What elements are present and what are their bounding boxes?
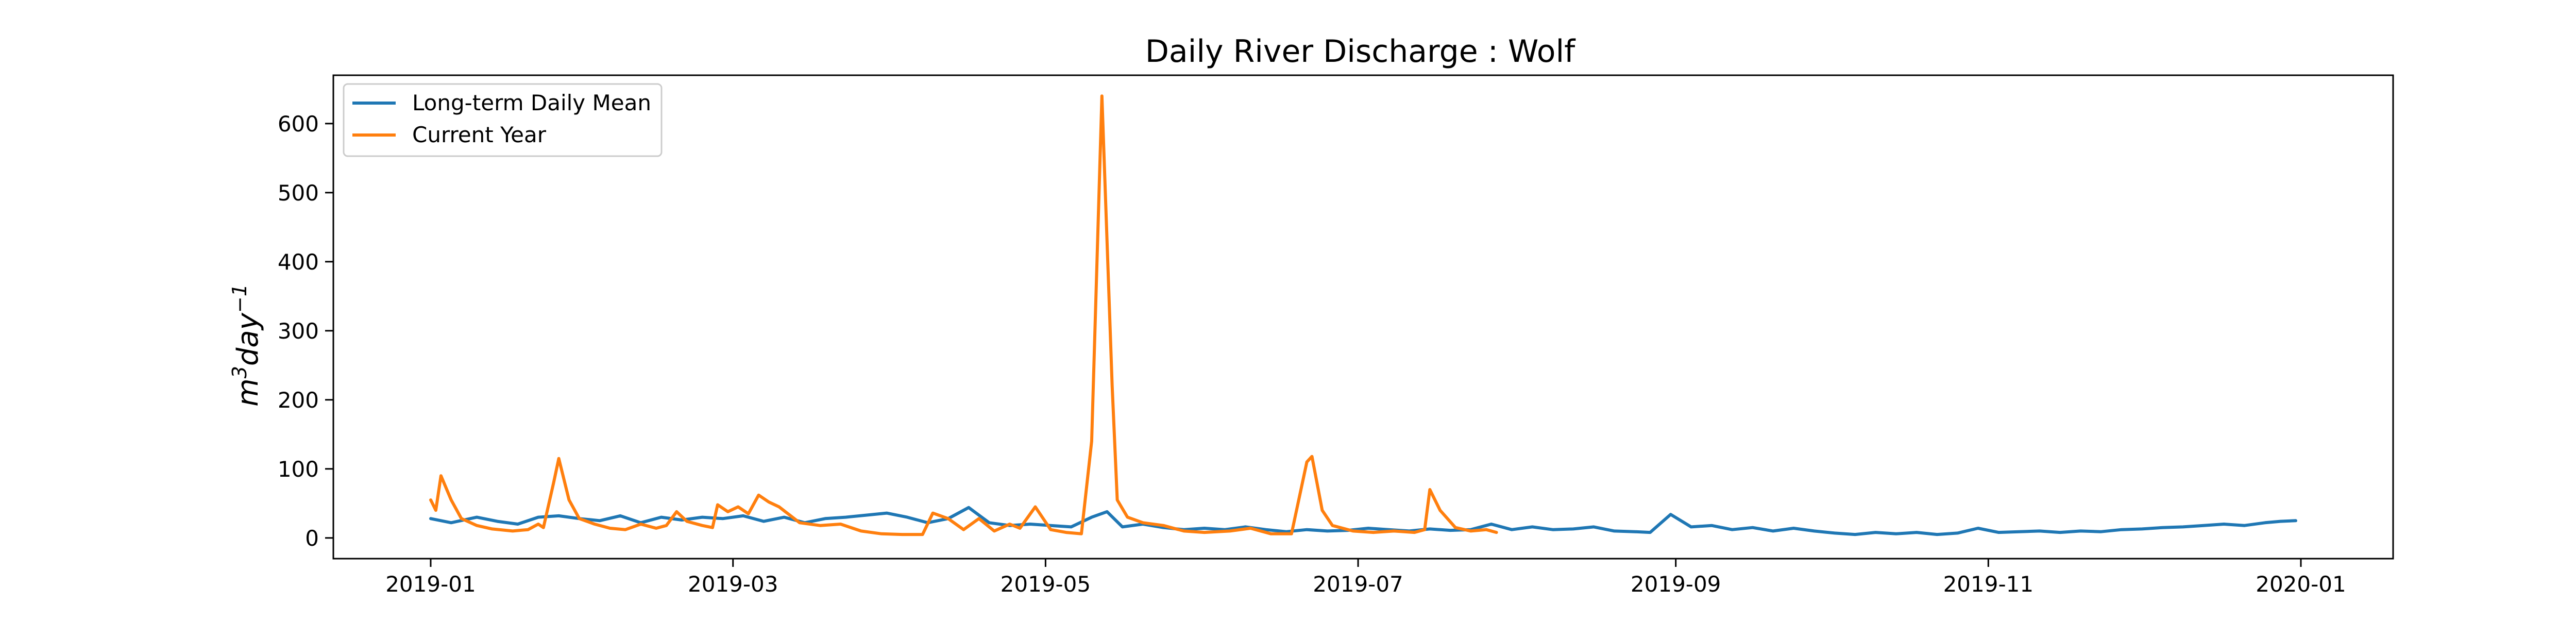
chart-title: Daily River Discharge : Wolf (1145, 33, 1576, 70)
y-axis-label-exponent-1: 3 (228, 366, 251, 378)
y-tick-label: 400 (278, 249, 319, 275)
series-layer (429, 94, 2297, 536)
legend-label-current-year: Current Year (412, 122, 547, 147)
y-axis-label: m3day−1 (228, 284, 265, 407)
y-tick-label: 0 (305, 526, 319, 551)
y-axis-label-base: m (231, 378, 265, 407)
y-tick-label: 500 (278, 180, 319, 206)
series-line-long-term-daily-mean (429, 506, 2297, 536)
y-tick-label: 100 (278, 457, 319, 482)
y-axis-label-unit: day (231, 312, 265, 366)
y-axis-label-exponent-2: −1 (228, 284, 251, 313)
legend: Long-term Daily Mean Current Year (343, 83, 663, 157)
axis-layer: 0 100 200 300 400 500 600 2019-01 2019-03 2019-05… (278, 111, 2346, 597)
x-tick-label: 2019-03 (688, 572, 778, 597)
y-tick-label: 200 (278, 388, 319, 413)
x-tick-label: 2019-05 (1001, 572, 1091, 597)
x-tick-label: 2019-11 (1943, 572, 2034, 597)
legend-label-long-term-daily-mean: Long-term Daily Mean (412, 90, 651, 115)
legend-box (343, 83, 663, 157)
x-tick-label: 2020-01 (2256, 572, 2346, 597)
y-tick-label: 600 (278, 111, 319, 137)
plot-frame (332, 74, 2394, 560)
x-tick-label: 2019-07 (1313, 572, 1403, 597)
x-tick-label: 2019-01 (385, 572, 476, 597)
y-tick-label: 300 (278, 318, 319, 344)
series-line-current-year (429, 94, 1498, 536)
x-tick-label: 2019-09 (1631, 572, 1721, 597)
